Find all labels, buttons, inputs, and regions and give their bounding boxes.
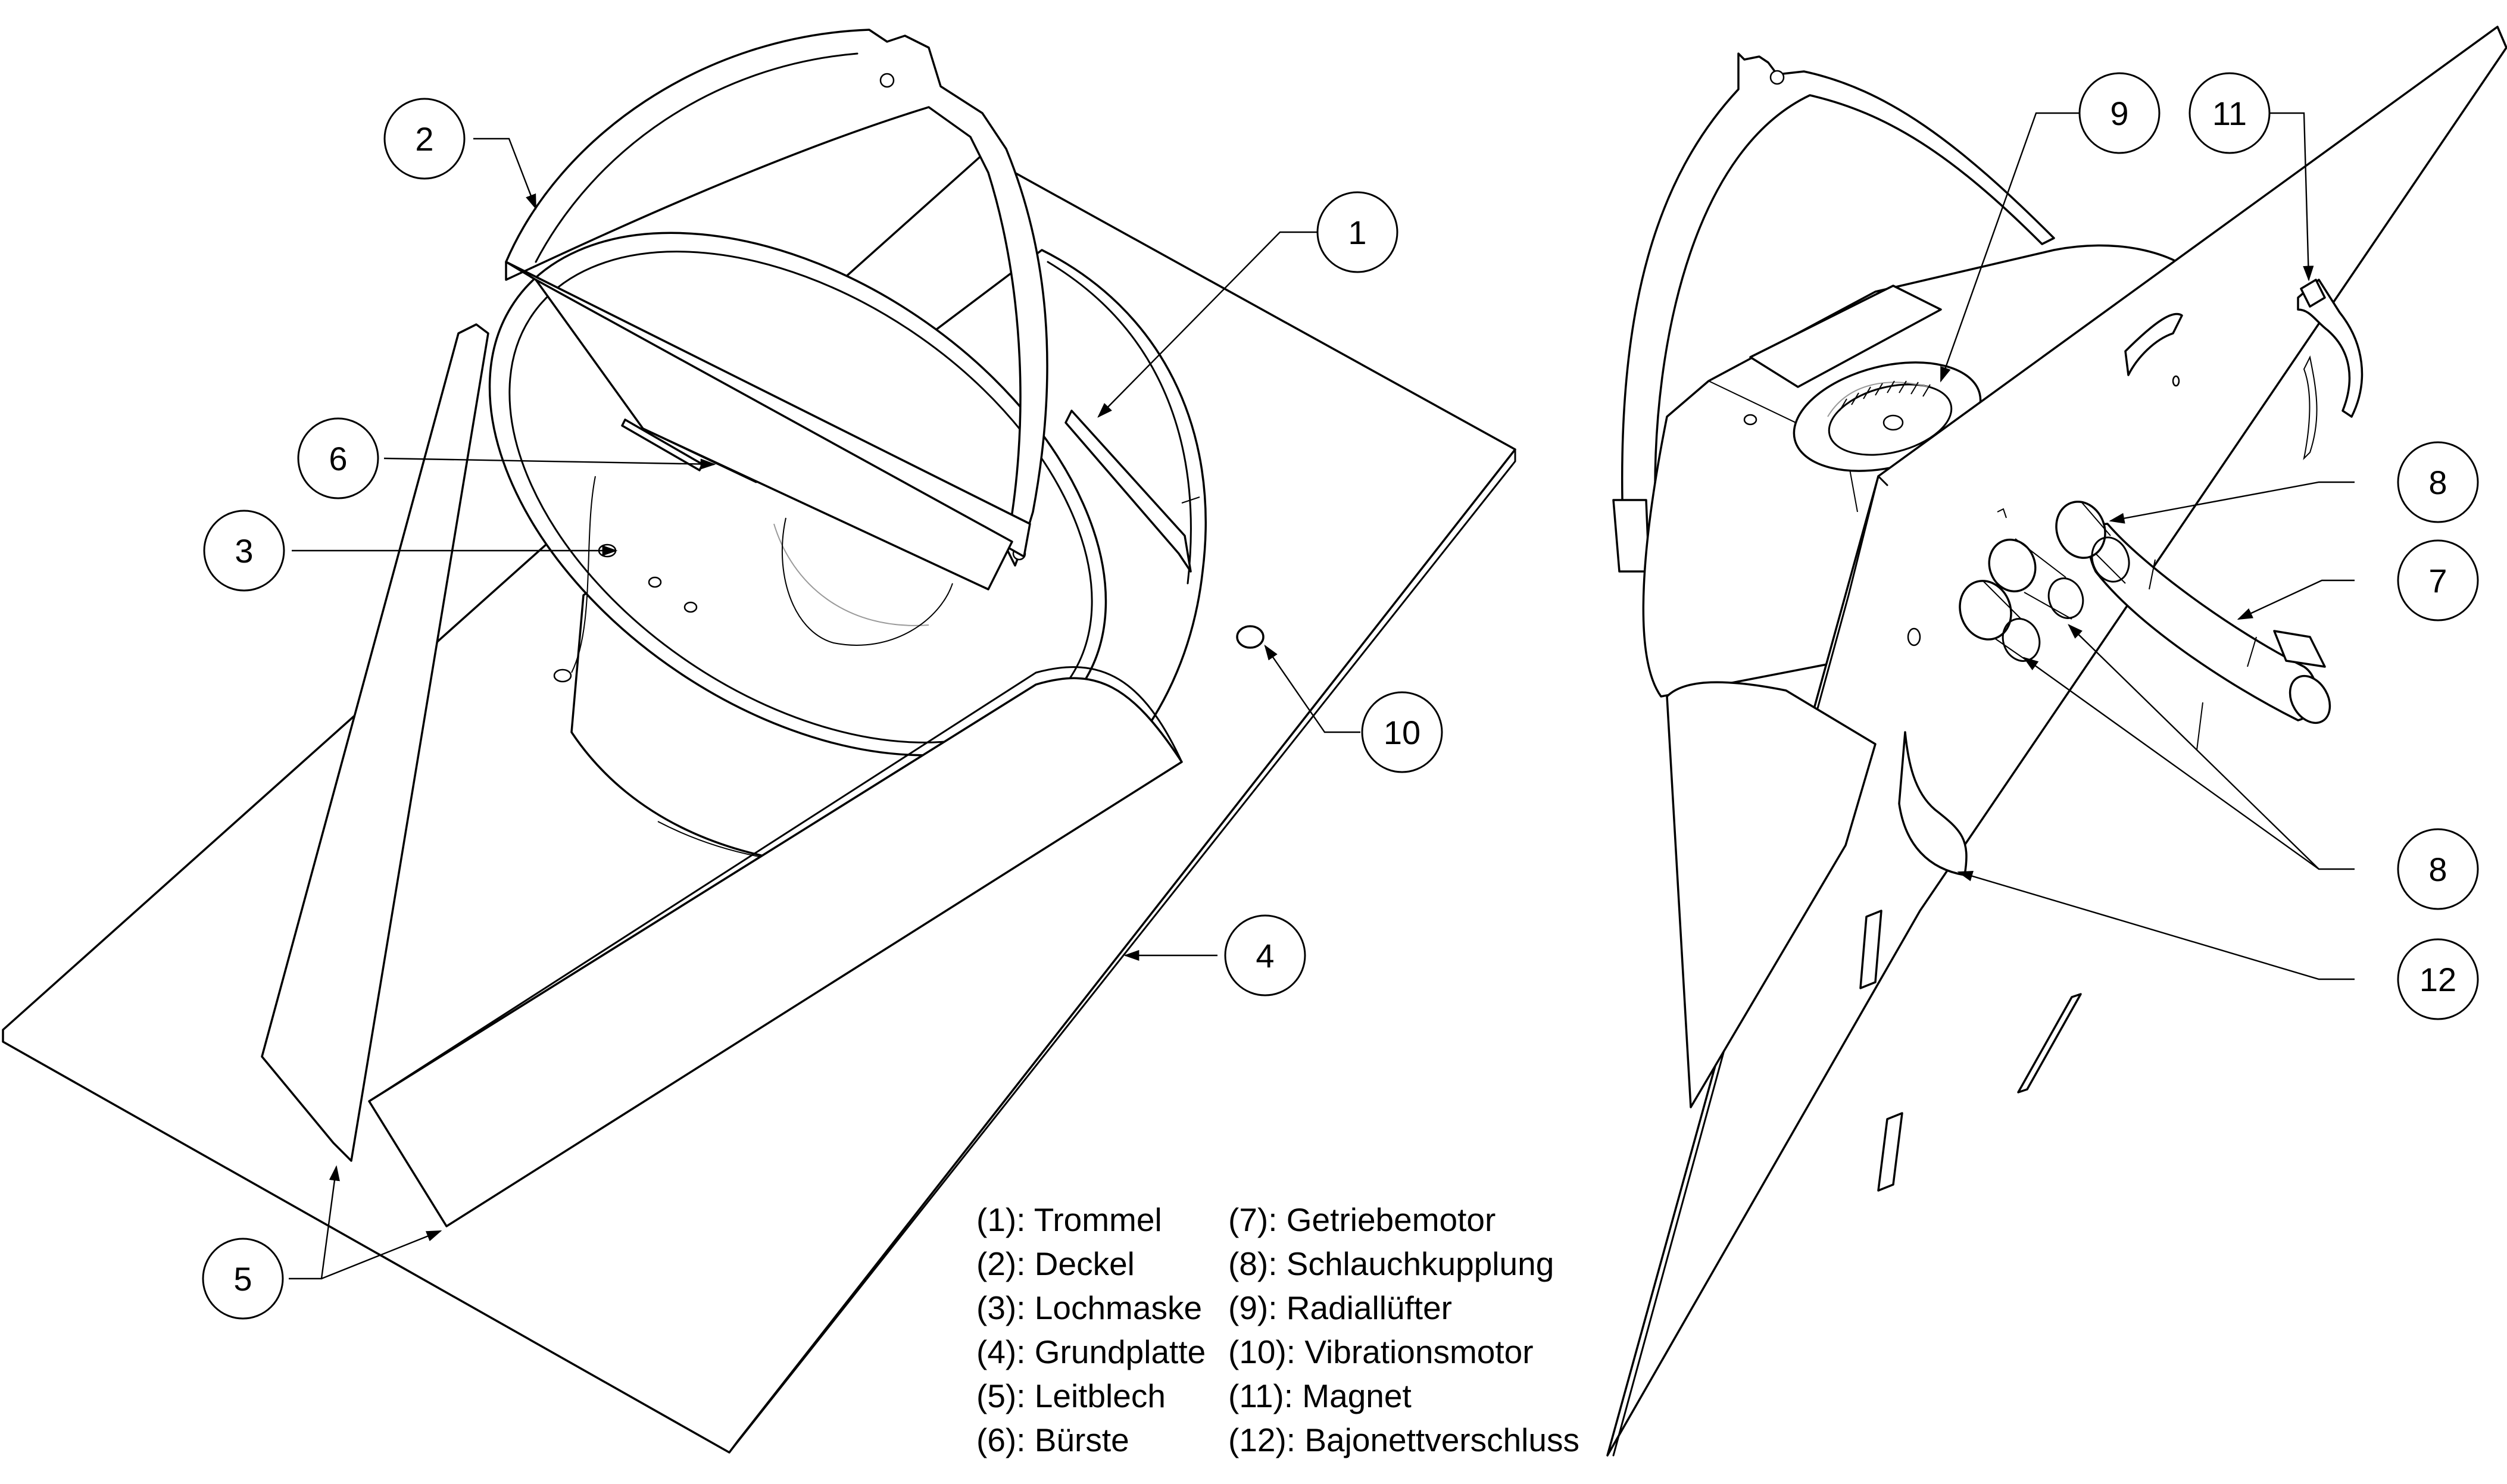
lower-guide: [1666, 681, 1877, 1108]
callout-2-label: 2: [415, 120, 433, 158]
legend-item-1: (1): Trommel: [976, 1201, 1162, 1238]
guide-plate-left: [261, 323, 489, 1162]
left-assembly-view: [2, 29, 1516, 1454]
callout-11: 11: [2188, 72, 2271, 154]
callout-5: 5: [202, 1238, 284, 1320]
legend-item-5: (5): Leitblech: [976, 1377, 1166, 1414]
legend-item-11: (11): Magnet: [1228, 1377, 1412, 1414]
mounting-plate: [1606, 26, 2507, 1457]
callout-12: 12: [2397, 938, 2479, 1020]
callout-2: 2: [383, 98, 466, 180]
hose-couplings: [1959, 501, 2130, 662]
callout-11-label: 11: [2212, 95, 2247, 132]
callout-7: 7: [2397, 539, 2479, 621]
legend: (1): Trommel (2): Deckel (3): Lochmaske …: [976, 1201, 1579, 1458]
legend-item-4: (4): Grundplatte: [976, 1333, 1206, 1370]
callout-3: 3: [203, 510, 285, 592]
callout-1-label: 1: [1348, 214, 1366, 251]
legend-item-6: (6): Bürste: [976, 1421, 1129, 1458]
gear-motor: [2088, 523, 2331, 751]
magnet-bracket: [1997, 279, 2364, 518]
callout-5-label: 5: [233, 1260, 252, 1298]
callout-7-label: 7: [2428, 562, 2447, 599]
callout-12-label: 12: [2419, 961, 2456, 998]
legend-item-12: (12): Bajonettverschluss: [1228, 1421, 1579, 1458]
bayonet-lock: [1898, 731, 1968, 876]
callout-6-label: 6: [329, 440, 347, 477]
callout-1: 1: [1316, 191, 1398, 273]
callout-10: 10: [1361, 691, 1443, 773]
callout-9: 9: [2078, 72, 2161, 154]
legend-item-8: (8): Schlauchkupplung: [1228, 1245, 1554, 1282]
side-guide: [1064, 410, 1192, 573]
callout-8-lower: 8: [2397, 828, 2479, 910]
guide-plate-right: [368, 666, 1183, 1227]
plate-slots: [1859, 313, 2183, 1192]
callout-3-label: 3: [235, 532, 253, 570]
legend-item-10: (10): Vibrationsmotor: [1228, 1333, 1534, 1370]
callout-4: 4: [1224, 914, 1306, 996]
drum-rim-rear: [1612, 52, 2055, 573]
vibration-motor: [1236, 625, 1265, 649]
lid: [505, 29, 1048, 567]
callout-4-label: 4: [1256, 937, 1274, 974]
callout-9-label: 9: [2110, 95, 2128, 132]
left-leaders: [289, 138, 1360, 1280]
legend-item-2: (2): Deckel: [976, 1245, 1135, 1282]
callout-8-lower-label: 8: [2428, 851, 2447, 888]
brush-bar: [505, 261, 1031, 591]
legend-item-9: (9): Radiallüfter: [1228, 1289, 1452, 1326]
callout-8-upper: 8: [2397, 441, 2479, 523]
callout-8-upper-label: 8: [2428, 464, 2447, 501]
callout-6: 6: [297, 417, 379, 499]
callout-10-label: 10: [1384, 714, 1420, 751]
legend-item-3: (3): Lochmaske: [976, 1289, 1202, 1326]
right-assembly-view: [1606, 26, 2507, 1457]
legend-item-7: (7): Getriebemotor: [1228, 1201, 1496, 1238]
